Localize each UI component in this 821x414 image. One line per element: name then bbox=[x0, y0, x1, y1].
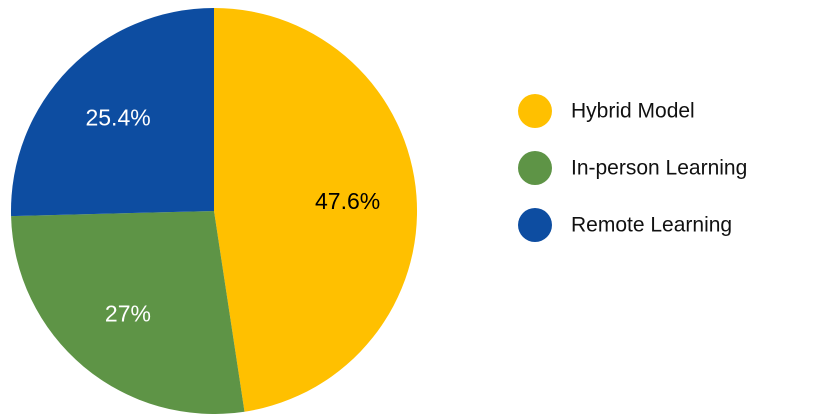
slice-label-remote-learning: 25.4% bbox=[85, 104, 150, 130]
pie-slice-hybrid-model bbox=[214, 7, 418, 412]
legend-item-remote-learning: Remote Learning bbox=[518, 208, 732, 242]
legend-label-remote-learning: Remote Learning bbox=[571, 214, 732, 237]
legend-marker-remote-learning bbox=[518, 208, 552, 242]
pie-slice-in-person-learning bbox=[11, 211, 245, 414]
slice-label-hybrid-model: 47.6% bbox=[315, 188, 380, 214]
legend-label-in-person-learning: In-person Learning bbox=[571, 157, 747, 180]
pie-slice-labels: 47.6% 27% 25.4% bbox=[85, 104, 380, 326]
legend: Hybrid Model In-person Learning Remote Lea… bbox=[518, 94, 747, 242]
legend-item-hybrid-model: Hybrid Model bbox=[518, 94, 695, 128]
slice-label-in-person-learning: 27% bbox=[105, 301, 151, 327]
legend-marker-in-person-learning bbox=[518, 151, 552, 185]
legend-label-hybrid-model: Hybrid Model bbox=[571, 100, 695, 123]
legend-item-in-person-learning: In-person Learning bbox=[518, 151, 747, 185]
legend-marker-hybrid-model bbox=[518, 94, 552, 128]
pie-slice-remote-learning bbox=[10, 7, 215, 217]
pie-slices bbox=[10, 7, 418, 414]
